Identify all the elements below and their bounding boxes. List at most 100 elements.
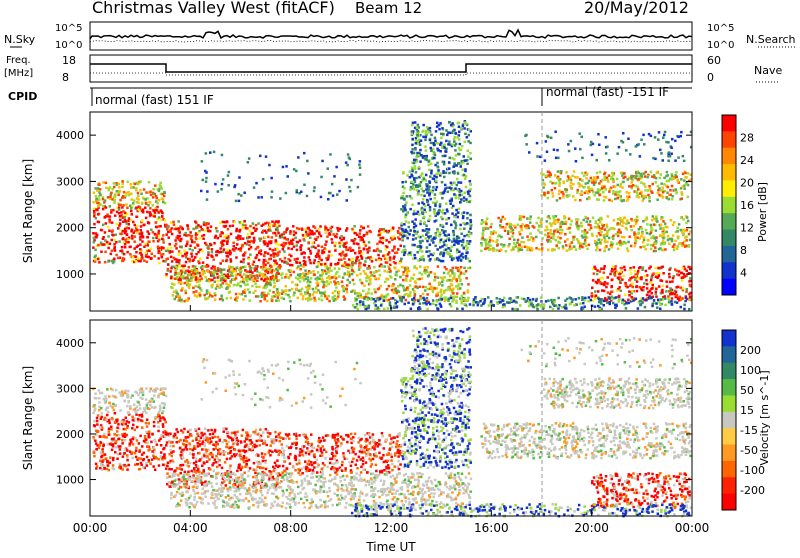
range-cell [298,290,301,293]
range-cell [449,253,452,256]
range-cell [334,245,337,248]
range-cell [299,280,302,283]
range-cell [294,258,297,261]
range-cell [244,251,247,254]
range-cell [661,280,664,283]
range-cell [336,271,339,274]
range-cell [426,308,429,311]
range-cell [453,220,456,223]
range-cell [606,224,609,227]
range-cell [640,139,643,142]
range-cell [549,181,552,184]
range-cell [158,262,161,265]
range-cell [646,244,649,247]
range-cell [671,138,674,141]
range-cell [168,236,171,239]
range-cell [526,217,529,220]
range-cell [303,252,306,255]
range-cell [549,240,552,243]
range-cell [657,299,660,302]
range-cell [325,227,328,230]
range-cell [453,272,456,275]
range-cell [382,237,385,240]
range-cell [614,193,617,196]
range-cell [257,295,260,298]
range-cell [343,245,346,248]
cpid-segment-2: normal (fast) -151 IF [546,85,669,99]
range-cell [296,258,299,261]
range-cell [465,277,468,280]
range-cell [463,228,466,231]
range-cell [458,197,461,200]
range-cell [686,288,689,291]
range-cell [434,197,437,200]
range-cell [503,303,506,306]
range-cell [437,165,440,168]
range-cell [654,250,657,253]
range-cell [453,277,456,280]
range-cell [464,178,467,181]
range-cell [206,227,209,230]
range-cell [554,131,557,134]
range-cell [472,301,475,304]
nave-tick-low: 0 [707,71,714,84]
range-cell [450,199,453,202]
range-cell [675,171,678,174]
range-cell [186,279,189,282]
range-cell [668,268,671,271]
range-cell [320,176,323,179]
range-cell [446,279,449,282]
range-cell [402,249,405,252]
range-cell [493,304,496,307]
range-cell [456,292,459,295]
range-cell [225,278,228,281]
range-cell [130,186,133,189]
range-cell [244,289,247,292]
range-cell [561,229,564,232]
range-cell [343,295,346,298]
range-cell [385,248,388,251]
range-cell [351,269,354,272]
range-cell [621,225,624,228]
range-cell [614,186,617,189]
range-cell [523,216,526,219]
range-cell [404,209,407,212]
range-cell [334,267,337,270]
range-cell [348,258,351,261]
range-cell [551,248,554,251]
range-cell [319,225,322,228]
range-cell [551,301,554,304]
range-cell [654,246,657,249]
range-cell [322,286,325,289]
range-cell [97,213,100,216]
range-cell [369,256,372,259]
range-cell [551,189,554,192]
range-cell [661,289,664,292]
range-cell [579,199,582,202]
range-cell [464,192,467,195]
range-cell [552,195,555,198]
range-cell [622,221,625,224]
range-cell [344,261,347,264]
range-cell [315,256,318,259]
range-cell [379,240,382,243]
range-cell [255,182,257,185]
range-cell [188,266,191,269]
range-cell [474,296,477,299]
range-cell [620,267,623,270]
range-cell [684,236,687,239]
range-cell [547,299,550,302]
range-cell [659,234,662,237]
freq-tick-high: 18 [62,54,76,67]
range-cell [453,138,456,141]
range-cell [460,272,463,275]
range-cell [271,236,274,239]
range-cell [385,299,388,302]
range-cell [109,196,112,199]
range-cell [289,230,292,233]
range-cell [180,281,183,284]
range-cell [420,188,423,191]
range-cell [159,184,162,187]
range-cell [650,244,653,247]
range-cell [399,262,402,265]
